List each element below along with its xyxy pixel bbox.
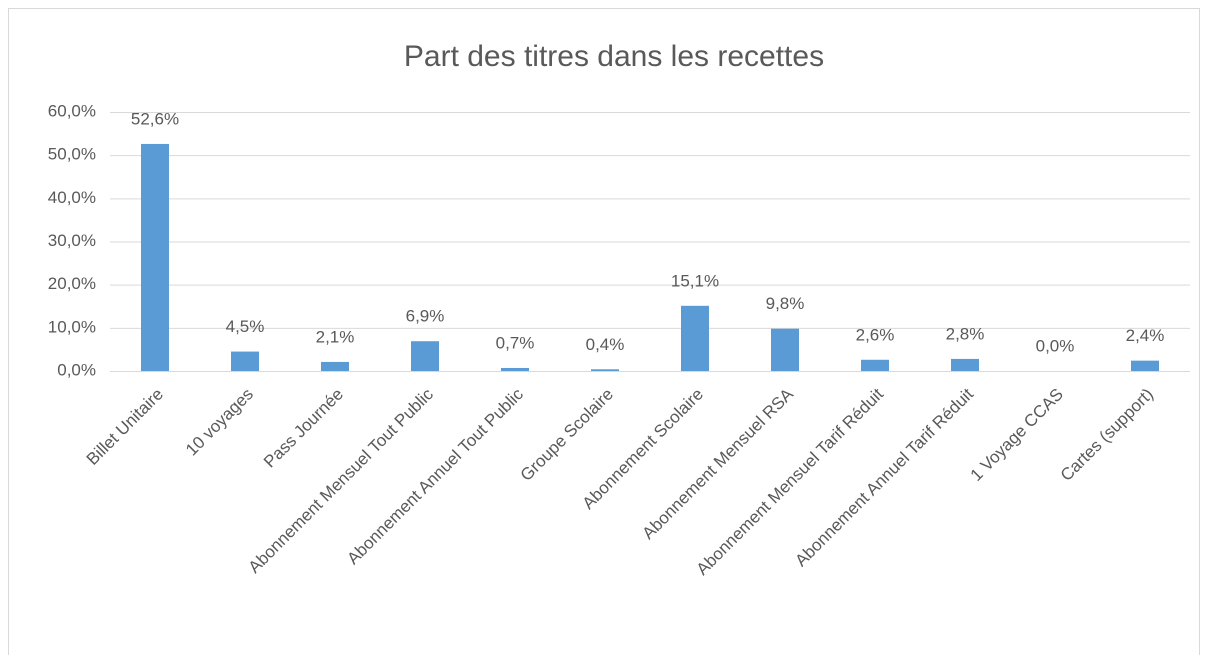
bar (501, 367, 529, 371)
y-tick-label: 60,0% (48, 101, 96, 120)
y-tick-label: 10,0% (48, 317, 96, 336)
value-label: 15,1% (671, 271, 719, 290)
x-tick-label: Pass Journée (260, 385, 347, 472)
value-label: 2,8% (946, 324, 985, 343)
y-tick-label: 40,0% (48, 188, 96, 207)
x-tick-label: 10 voyages (182, 385, 257, 460)
chart-border (8, 8, 1200, 655)
value-label: 52,6% (131, 109, 179, 128)
bar (1131, 360, 1159, 371)
x-tick-label: Abonnement Annuel Tout Public (343, 384, 527, 568)
x-tick-label: 1 Voyage CCAS (967, 385, 1067, 485)
bar (141, 143, 169, 371)
x-tick-label: Groupe Scolaire (517, 385, 617, 485)
y-tick-label: 20,0% (48, 274, 96, 293)
bar (861, 359, 889, 371)
bar (231, 351, 259, 371)
bar (681, 305, 709, 371)
y-tick-label: 50,0% (48, 145, 96, 164)
bar (951, 358, 979, 371)
bar (411, 341, 439, 371)
x-tick-label: Billet Unitaire (83, 385, 167, 469)
value-label: 2,6% (856, 325, 895, 344)
value-label: 0,4% (586, 335, 625, 354)
value-label: 6,9% (406, 307, 445, 326)
x-tick-label: Abonnement Mensuel Tarif Réduit (693, 384, 887, 578)
value-label: 2,4% (1126, 326, 1165, 345)
chart-title: Part des titres dans les recettes (404, 40, 824, 73)
x-tick-label: Cartes (support) (1057, 385, 1157, 485)
value-label: 2,1% (316, 327, 355, 346)
bar (771, 328, 799, 371)
value-label: 9,8% (766, 294, 805, 313)
value-label: 0,7% (496, 333, 535, 352)
x-tick-label: Abonnement Annuel Tarif Réduit (791, 384, 977, 570)
x-tick-label: Abonnement Mensuel RSA (639, 384, 798, 543)
x-tick-label: Abonnement Mensuel Tout Public (245, 384, 438, 577)
bar (321, 361, 349, 371)
value-label: 0,0% (1036, 336, 1075, 355)
bar (591, 369, 619, 371)
y-tick-label: 30,0% (48, 231, 96, 250)
value-label: 4,5% (226, 317, 265, 336)
y-tick-label: 0,0% (57, 360, 96, 379)
